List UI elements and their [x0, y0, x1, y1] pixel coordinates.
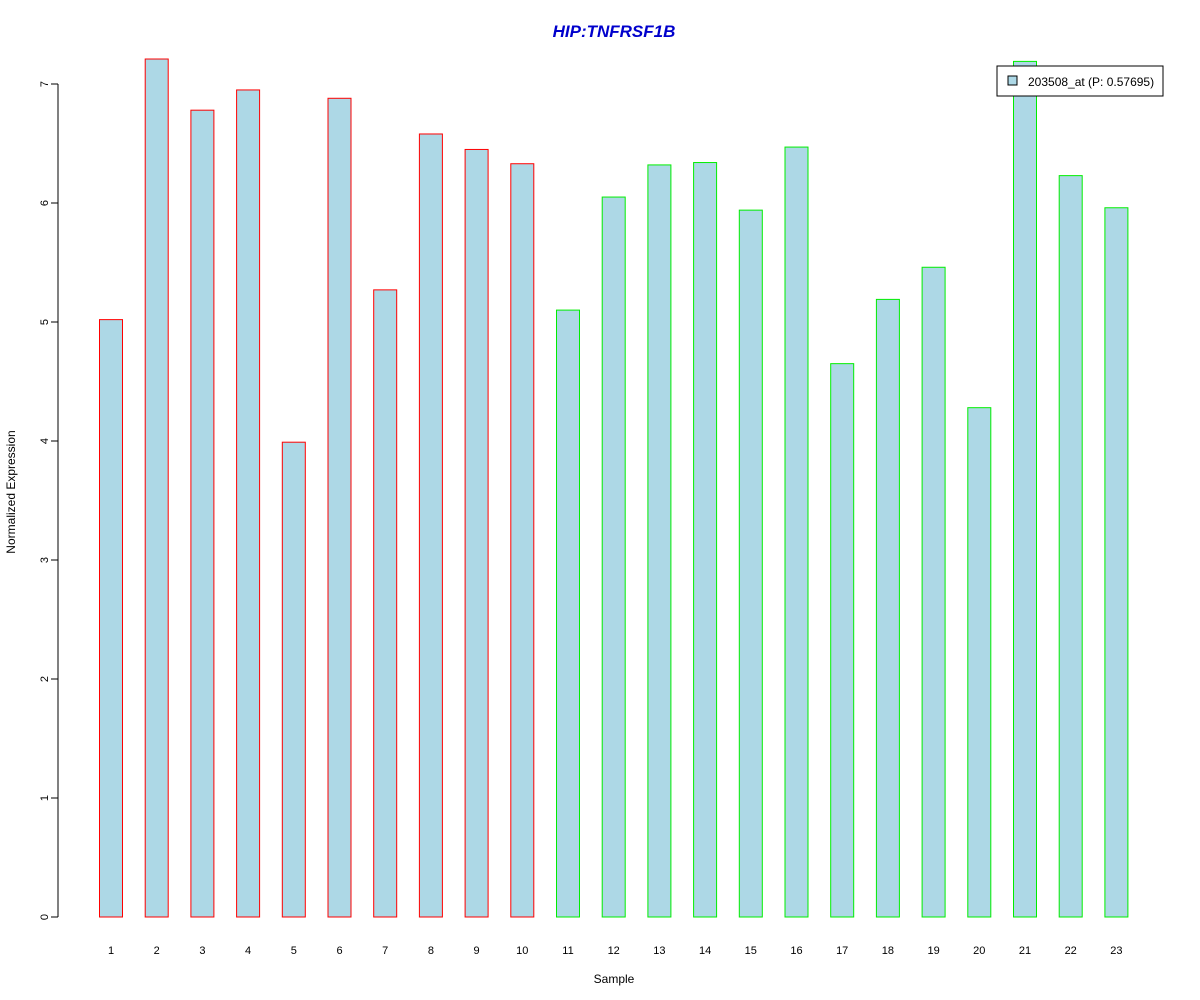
x-tick-label: 4 — [245, 945, 251, 957]
bar-sample-20 — [967, 407, 992, 918]
bar-sample-16 — [784, 146, 809, 918]
bar-sample-5 — [281, 441, 306, 918]
bar-sample-17 — [830, 363, 855, 918]
x-tick-label: 18 — [882, 945, 894, 957]
x-tick-label: 21 — [1019, 945, 1031, 957]
bar-sample-11 — [556, 309, 580, 918]
y-tick-label: 3 — [39, 557, 51, 563]
x-tick-label: 22 — [1065, 945, 1077, 957]
y-tick-label: 2 — [39, 676, 51, 682]
x-tick-label: 8 — [428, 945, 434, 957]
x-tick-label: 9 — [474, 945, 480, 957]
y-axis-label: Normalized Expression — [4, 430, 18, 553]
legend: 203508_at (P: 0.57695) — [996, 65, 1164, 97]
bar-sample-3 — [190, 109, 215, 918]
y-tick-label: 4 — [39, 438, 51, 444]
bar-sample-14 — [693, 162, 718, 918]
bar-sample-9 — [464, 148, 489, 918]
x-tick-label: 13 — [653, 945, 665, 957]
bar-sample-4 — [236, 89, 261, 918]
bar-sample-2 — [144, 58, 169, 918]
bar-sample-22 — [1058, 175, 1083, 918]
legend-box — [996, 65, 1164, 97]
x-tick-label: 10 — [516, 945, 528, 957]
x-tick-label: 23 — [1110, 945, 1122, 957]
x-tick-label: 20 — [973, 945, 985, 957]
y-tick-label: 5 — [39, 319, 51, 325]
bar-sample-18 — [875, 298, 900, 918]
x-tick-label: 5 — [291, 945, 297, 957]
x-tick-label: 7 — [382, 945, 388, 957]
y-tick-label: 7 — [39, 81, 51, 87]
y-tick-label: 0 — [39, 914, 51, 920]
legend-label: 203508_at (P: 0.57695) — [1028, 75, 1154, 89]
x-tick-label: 3 — [199, 945, 205, 957]
x-tick-label: 1 — [108, 945, 114, 957]
bar-sample-6 — [327, 97, 352, 918]
bar-sample-21 — [1013, 60, 1037, 918]
x-tick-label: 11 — [562, 945, 573, 957]
x-tick-label: 14 — [699, 945, 711, 957]
bar-sample-15 — [738, 209, 763, 918]
bar-sample-10 — [510, 163, 535, 918]
y-axis: 0 1 2 3 4 5 6 7 — [39, 81, 59, 920]
chart-title: HIP:TNFRSF1B — [553, 22, 676, 41]
y-tick-label: 6 — [39, 200, 51, 206]
x-tick-label: 16 — [790, 945, 802, 957]
x-axis-label: Sample — [594, 972, 635, 986]
x-tick-label: 19 — [927, 945, 939, 957]
x-tick-label: 6 — [336, 945, 342, 957]
bar-sample-8 — [418, 133, 443, 918]
bar-sample-23 — [1104, 207, 1129, 918]
bar-sample-13 — [647, 164, 672, 918]
y-tick-label: 1 — [39, 795, 51, 801]
x-tick-label: 12 — [608, 945, 620, 957]
x-tick-label: 2 — [154, 945, 160, 957]
bar-sample-7 — [373, 289, 398, 918]
bar-sample-19 — [921, 266, 946, 918]
x-tick-labels: 1 2 3 4 5 6 7 8 9 10 11 12 13 14 15 16 17 18 19 20 21 22 23 — [108, 945, 1123, 957]
x-tick-label: 17 — [836, 945, 848, 957]
legend-swatch — [1007, 75, 1018, 86]
bar-sample-1 — [99, 319, 123, 918]
bar-sample-12 — [601, 196, 626, 918]
x-tick-label: 15 — [745, 945, 757, 957]
bars — [99, 58, 1129, 918]
